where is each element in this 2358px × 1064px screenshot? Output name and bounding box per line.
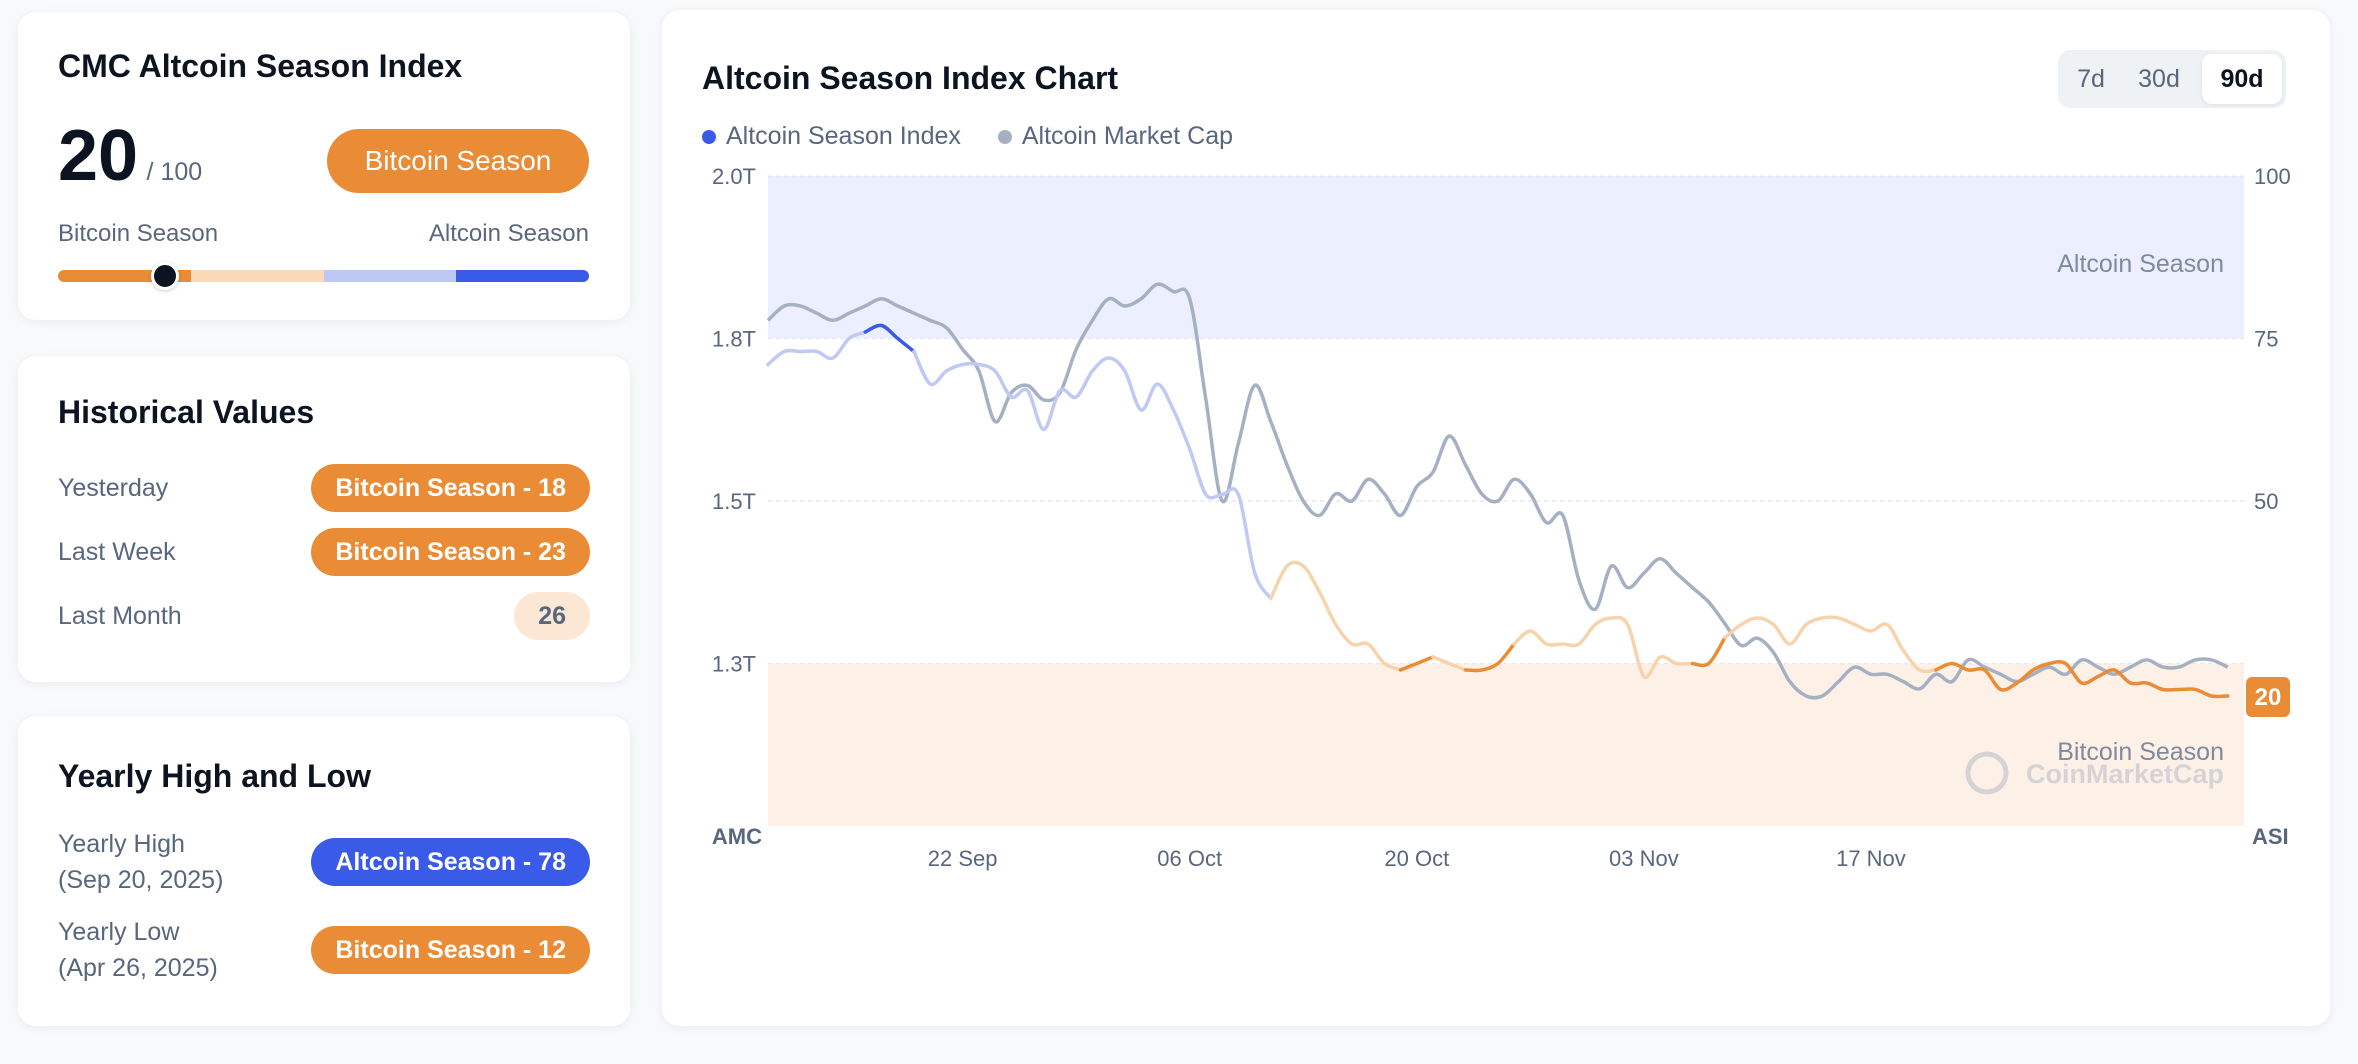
zone-label-altcoin: Altcoin Season [2057, 250, 2224, 278]
left-axis-label: AMC [712, 824, 762, 849]
index-value: 20 / 100 [58, 120, 202, 192]
scale-indicator-knob [151, 262, 180, 290]
series-line-index-segment [1512, 615, 1695, 680]
x-axis-tick: 22 Sep [928, 846, 998, 871]
range-button-30d[interactable]: 30d [2138, 65, 2180, 93]
index-value-number: 20 [58, 116, 139, 196]
scale-segment-bitcoin-light [190, 270, 324, 282]
legend-label-index: Altcoin Season Index [726, 122, 961, 150]
scale-segment-altcoin-light [323, 270, 457, 282]
series-line-market-cap [766, 282, 2229, 700]
x-axis-tick: 20 Oct [1384, 846, 1449, 871]
yearly-high-value: Altcoin Season - 78 [311, 838, 590, 886]
x-axis-tick: 17 Nov [1836, 846, 1906, 871]
historical-label-last-month: Last Month [58, 602, 182, 630]
watermark: CoinMarketCap [1965, 751, 2224, 795]
left-axis-tick: 1.5T [712, 489, 756, 514]
yearly-low-date: (Apr 26, 2025) [58, 954, 218, 982]
legend-dot-index [702, 130, 716, 145]
coinmarketcap-logo-icon [1965, 751, 2009, 795]
season-scale-bar [58, 262, 589, 290]
historical-card: Historical Values Yesterday Bitcoin Seas… [18, 356, 630, 682]
altcoin-season-chart[interactable]: CoinMarketCap Altcoin Season Bitcoin Seas… [662, 10, 2330, 1026]
historical-label-yesterday: Yesterday [58, 474, 169, 502]
range-button-90d[interactable]: 90d [2202, 54, 2282, 104]
range-button-7d[interactable]: 7d [2077, 65, 2105, 93]
chart-card: Altcoin Season Index Chart 7d 30d 90d Al… [662, 10, 2330, 1026]
current-value-label: 20 [2255, 684, 2282, 711]
right-axis-label: ASI [2252, 824, 2289, 849]
right-axis-tick: 100 [2254, 164, 2291, 189]
series-line-index-segment [1723, 615, 1938, 674]
yearly-high-date: (Sep 20, 2025) [58, 866, 224, 894]
series-line-index-segment [1690, 635, 1727, 668]
x-axis-tick: 06 Oct [1157, 846, 1222, 871]
series-line-index-segment [1398, 655, 1435, 672]
series-line-index-segment [912, 349, 1273, 601]
index-card: CMC Altcoin Season Index 20 / 100 Bitcoi… [18, 12, 630, 320]
yearly-card: Yearly High and Low Yearly High (Sep 20,… [18, 716, 630, 1026]
chart-title: Altcoin Season Index Chart [702, 60, 1119, 96]
right-axis-tick: 50 [2254, 489, 2278, 514]
chart-legend: Altcoin Season Index Altcoin Market Cap [702, 122, 1233, 151]
legend-item-market-cap[interactable]: Altcoin Market Cap [997, 122, 1234, 150]
index-value-max: / 100 [146, 158, 203, 186]
range-selector: 7d 30d 90d [2058, 50, 2286, 108]
series-line-index-segment [1269, 560, 1403, 672]
series-line-index-segment [1463, 642, 1516, 673]
historical-title: Historical Values [58, 394, 315, 430]
legend-label-market-cap: Altcoin Market Cap [1021, 122, 1234, 150]
yearly-low-value: Bitcoin Season - 12 [311, 926, 590, 974]
yearly-low-label: Yearly Low [58, 918, 180, 946]
x-axis-tick: 03 Nov [1609, 846, 1679, 871]
left-axis-tick: 1.3T [712, 652, 756, 677]
right-axis-tick: 75 [2254, 327, 2278, 352]
series-line-index-segment [1431, 655, 1468, 672]
legend-dot-market-cap [997, 130, 1012, 145]
series-line-index-segment [863, 323, 916, 354]
historical-value-last-week: Bitcoin Season - 23 [311, 528, 590, 576]
historical-label-last-week: Last Week [58, 538, 176, 566]
scale-left-label: Bitcoin Season [58, 220, 219, 247]
zone-altcoin [768, 176, 2244, 339]
yearly-high-label: Yearly High [58, 830, 185, 858]
scale-segment-altcoin [456, 270, 589, 282]
legend-item-index[interactable]: Altcoin Season Index [702, 122, 968, 150]
historical-value-yesterday: Bitcoin Season - 18 [311, 464, 590, 512]
series-line-index-segment [766, 330, 868, 367]
index-card-title: CMC Altcoin Season Index [58, 48, 463, 84]
season-badge: Bitcoin Season [327, 129, 589, 193]
left-axis-tick: 1.8T [712, 327, 756, 352]
current-value-badge [2246, 677, 2290, 717]
scale-right-label: Altcoin Season [428, 220, 589, 247]
watermark-text: CoinMarketCap [2026, 759, 2224, 789]
zone-label-bitcoin: Bitcoin Season [2057, 738, 2224, 766]
historical-value-last-month: 26 [514, 592, 590, 640]
zone-bitcoin [768, 663, 2244, 826]
left-axis-tick: 2.0T [712, 164, 756, 189]
series-line-index-segment [1934, 660, 2230, 699]
yearly-title: Yearly High and Low [58, 758, 371, 794]
